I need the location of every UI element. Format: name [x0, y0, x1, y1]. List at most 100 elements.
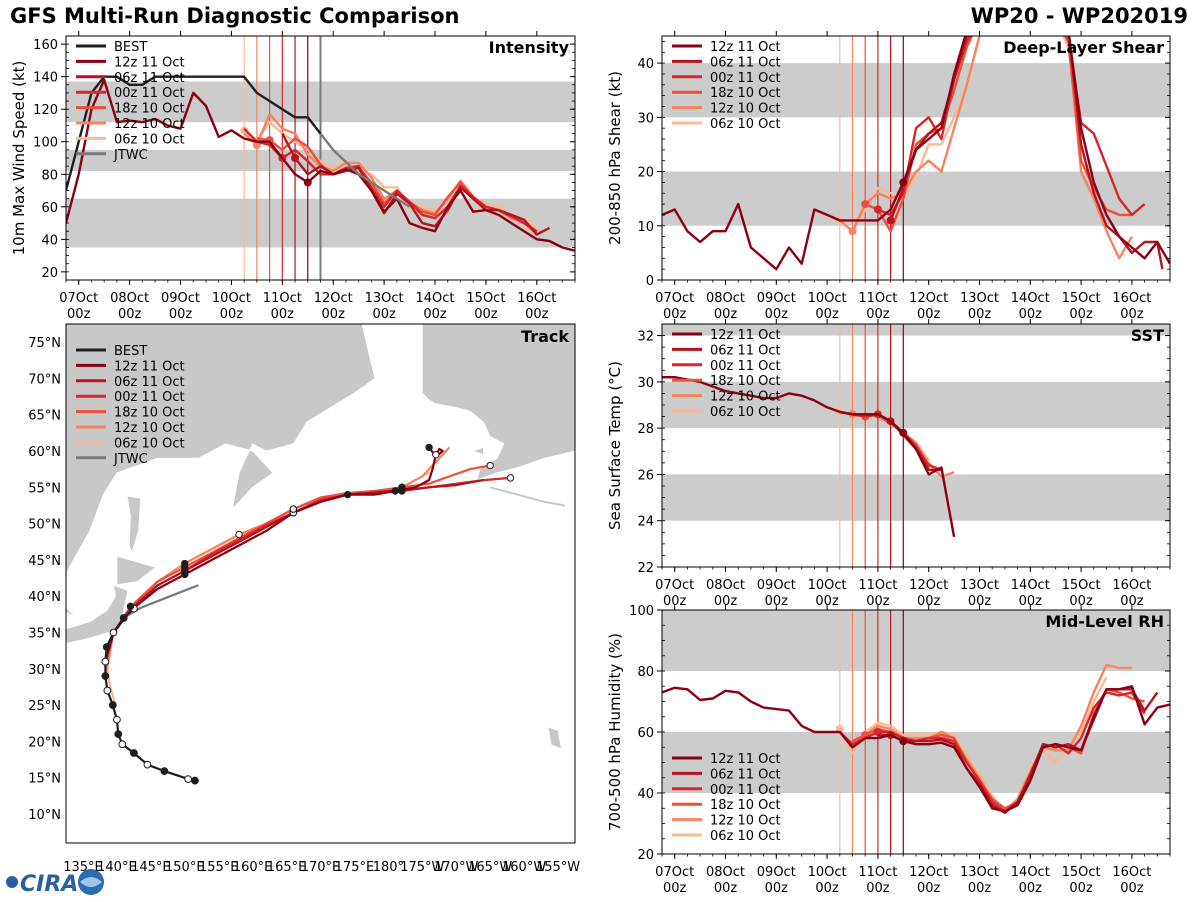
- shear-legend-label: 12z 10 Oct: [710, 102, 781, 117]
- asia-landmass: [66, 324, 376, 576]
- lon-tick-label: 145°E: [131, 860, 171, 875]
- track-frame: [65, 323, 576, 844]
- intensity-x-tick-label: 09Oct: [161, 291, 200, 306]
- rh-y-axis-label: 700-500 hPa Humidity (%): [606, 633, 624, 831]
- lat-tick-label: 30°N: [28, 663, 61, 678]
- sst-y-tick-label: 30: [637, 376, 654, 391]
- sst-y-tick-label: 32: [637, 330, 654, 345]
- best-track-point: [103, 686, 112, 695]
- shear-init-point: [848, 227, 857, 236]
- shear-x-tick-label: 00z: [815, 307, 839, 322]
- lat-tick-label: 75°N: [28, 336, 61, 351]
- sst-init-point: [899, 428, 908, 437]
- lat-tick-label: 65°N: [28, 409, 61, 424]
- intensity-plot-area: [66, 36, 575, 280]
- intensity-y-tick-label: 60: [41, 201, 58, 216]
- logo-mark-icon: [6, 876, 18, 888]
- shear-x-tick-label: 00z: [765, 307, 789, 322]
- best-track-point: [143, 760, 152, 769]
- shear-x-tick-label: 00z: [968, 307, 992, 322]
- best-track-point: [118, 740, 127, 749]
- rh-y-tick-label: 40: [637, 787, 654, 802]
- rh-y-tick-label: 60: [637, 726, 654, 741]
- forecast-track-point: [235, 530, 243, 539]
- intensity-x-tick-label: 00z: [372, 307, 396, 322]
- rh-x-tick-label: 00z: [917, 881, 941, 896]
- shear-init-point: [899, 178, 908, 187]
- intensity-y-tick-label: 160: [33, 38, 58, 53]
- track-legend-label: 06z 10 Oct: [114, 436, 185, 451]
- sst-x-tick-label: 00z: [663, 594, 687, 609]
- intensity-x-tick-label: 00z: [220, 307, 244, 322]
- rh-x-tick-label: 13Oct: [960, 865, 999, 880]
- intensity-x-tick-label: 00z: [474, 307, 498, 322]
- rh-init-point: [899, 737, 908, 746]
- hokkaido-island: [116, 555, 157, 586]
- sst-shade-band: [662, 324, 1170, 336]
- shear-x-tick-label: 00z: [663, 307, 687, 322]
- best-track-point: [102, 643, 111, 651]
- rh-x-tick-label: 10Oct: [808, 865, 847, 880]
- lon-tick-label: 165°E: [267, 860, 307, 875]
- sst-x-tick-label: 11Oct: [858, 578, 897, 593]
- intensity-x-tick-label: 07Oct: [59, 291, 98, 306]
- shear-x-tick-label: 12Oct: [909, 291, 948, 306]
- track-series-06z-10-oct: [106, 471, 430, 706]
- track-panel-title: Track: [521, 327, 569, 346]
- lon-tick-label: 140°E: [97, 860, 137, 875]
- intensity-x-tick-label: 00z: [118, 307, 142, 322]
- sst-x-tick-label: 09Oct: [757, 578, 796, 593]
- shear-series-12z-11-oct: [662, 36, 1170, 271]
- lon-tick-label: 155°W: [536, 860, 580, 875]
- sst-x-tick-label: 00z: [765, 594, 789, 609]
- lat-tick-label: 25°N: [28, 699, 61, 714]
- shear-x-tick-label: 00z: [714, 307, 738, 322]
- track-series-06z-11-oct: [104, 479, 484, 662]
- rh-x-tick-label: 00z: [866, 881, 890, 896]
- shear-y-axis-label: 200-850 hPa Shear (kt): [606, 71, 624, 245]
- sst-x-tick-label: 00z: [1069, 594, 1093, 609]
- shear-legend-label: 06z 11 Oct: [710, 55, 781, 70]
- sakhalin-island: [126, 495, 142, 554]
- shear-legend-label: 18z 10 Oct: [710, 86, 781, 101]
- forecast-track-point: [343, 490, 352, 499]
- intensity-legend-label: 12z 10 Oct: [114, 117, 185, 132]
- best-track-point: [160, 767, 169, 776]
- shear-series-00z-11-oct: [877, 36, 1146, 217]
- lon-tick-label: 160°W: [502, 860, 546, 875]
- sst-x-tick-label: 16Oct: [1112, 578, 1151, 593]
- shear-panel-title: Deep-Layer Shear: [1003, 38, 1164, 57]
- sst-legend-label: 06z 11 Oct: [710, 343, 781, 358]
- panel-sst: 22242628303207Oct00z08Oct00z09Oct00z10Oc…: [606, 319, 1171, 609]
- intensity-x-tick-label: 00z: [169, 307, 193, 322]
- cira-logo: CIRA: [4, 866, 108, 898]
- rh-x-tick-label: 00z: [815, 881, 839, 896]
- track-map-area: [66, 324, 575, 785]
- forecast-track-point: [289, 505, 298, 513]
- rh-x-tick-label: 08Oct: [706, 865, 745, 880]
- lat-tick-label: 20°N: [28, 735, 61, 750]
- rh-x-tick-label: 16Oct: [1112, 865, 1151, 880]
- forecast-track-point: [398, 483, 406, 492]
- track-series-best: [104, 607, 196, 782]
- sst-legend-label: 00z 11 Oct: [710, 359, 781, 374]
- best-track-point: [101, 657, 110, 666]
- intensity-x-tick-label: 15Oct: [466, 291, 505, 306]
- best-track-point: [184, 775, 193, 784]
- honshu-island: [66, 584, 129, 644]
- lon-tick-label: 175°W: [400, 860, 444, 875]
- sst-x-tick-label: 00z: [1019, 594, 1043, 609]
- panel-rh: 2040608010007Oct00z08Oct00z09Oct00z10Oct…: [606, 604, 1171, 896]
- rh-series-06z-10-oct: [838, 676, 1108, 813]
- shear-x-tick-label: 10Oct: [808, 291, 847, 306]
- best-track-point: [114, 730, 123, 739]
- lon-tick-label: 175°E: [335, 860, 375, 875]
- sst-y-tick-label: 28: [637, 422, 654, 437]
- track-legend-label: 18z 10 Oct: [114, 406, 185, 421]
- sst-x-tick-label: 12Oct: [909, 578, 948, 593]
- lon-tick-label: 180°: [373, 860, 404, 875]
- intensity-y-tick-label: 140: [33, 71, 58, 86]
- track-legend-label: BEST: [114, 344, 147, 359]
